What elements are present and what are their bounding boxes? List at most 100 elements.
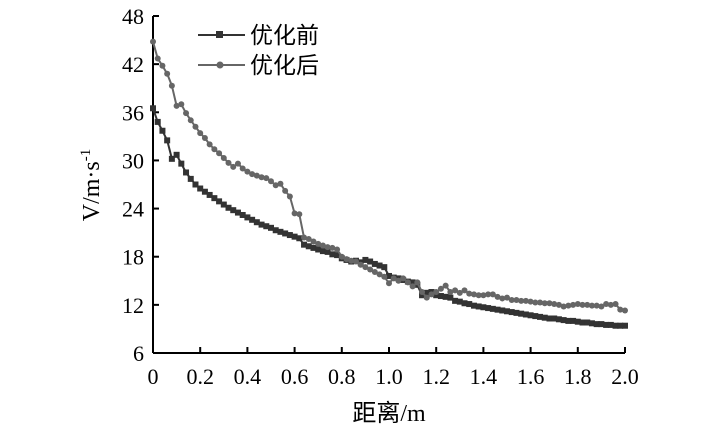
data-point <box>518 310 525 317</box>
data-point <box>183 110 190 117</box>
data-point <box>282 187 289 194</box>
data-point <box>183 169 190 176</box>
data-point <box>371 260 378 267</box>
data-point <box>234 160 241 167</box>
data-point <box>622 322 628 329</box>
data-point <box>362 264 369 271</box>
data-point <box>324 248 331 255</box>
data-point <box>168 82 175 89</box>
data-point <box>211 195 218 202</box>
data-point <box>485 291 492 298</box>
data-point <box>612 301 619 308</box>
data-point <box>286 193 293 200</box>
data-point <box>319 242 326 249</box>
data-point <box>230 207 237 214</box>
data-point <box>485 305 492 312</box>
x-tick-label: 0.8 <box>328 364 356 389</box>
legend-entry-series-1: 优化前 <box>198 23 319 49</box>
x-tick-label: 1.8 <box>564 364 592 389</box>
data-point <box>518 297 525 304</box>
data-point <box>367 258 374 265</box>
data-point <box>272 227 279 234</box>
x-tick-label: 0.6 <box>281 364 309 389</box>
data-point <box>437 293 444 300</box>
data-point <box>475 292 482 299</box>
data-point <box>607 301 614 308</box>
data-point <box>452 297 459 304</box>
data-point <box>352 258 359 265</box>
data-point <box>588 320 595 327</box>
x-ticks: 0 0.2 0.4 0.6 0.8 1.0 1.2 1.4 1.6 1.8 2.0 <box>148 347 639 389</box>
data-point <box>423 294 430 301</box>
data-point <box>499 295 506 302</box>
data-point <box>164 70 171 77</box>
data-point <box>560 303 567 310</box>
data-point <box>376 271 383 278</box>
data-point <box>197 130 204 137</box>
y-tick-label: 18 <box>122 245 144 270</box>
data-point <box>301 241 308 248</box>
data-point <box>593 321 600 328</box>
x-tick-label: 1.6 <box>517 364 545 389</box>
data-point <box>584 301 591 308</box>
data-point <box>296 235 303 242</box>
data-point <box>428 291 435 298</box>
data-point <box>532 313 539 320</box>
data-point <box>268 178 274 185</box>
data-point <box>234 209 241 216</box>
series-layer <box>150 38 628 329</box>
data-point <box>622 307 628 314</box>
data-point <box>343 256 350 263</box>
legend-marker-series-1 <box>216 31 223 38</box>
data-point <box>159 62 166 69</box>
data-point <box>216 150 223 157</box>
x-tick-label: 0 <box>148 364 159 389</box>
data-point <box>447 289 454 296</box>
data-point <box>579 301 586 308</box>
data-point <box>371 268 378 275</box>
data-point <box>178 160 185 167</box>
y-axis-title-sup: -1 <box>78 149 94 162</box>
data-point <box>277 228 284 235</box>
data-point <box>263 223 270 230</box>
data-point <box>249 171 256 178</box>
data-point <box>508 297 515 304</box>
data-point <box>386 280 392 287</box>
data-point <box>159 127 166 134</box>
data-point <box>612 322 619 329</box>
data-point <box>315 246 322 253</box>
x-tick-label: 2.0 <box>611 364 639 389</box>
data-point <box>263 175 270 182</box>
data-point <box>546 315 553 322</box>
x-axis-title: 距离/m <box>352 400 426 427</box>
data-point <box>173 151 180 158</box>
data-point <box>546 300 553 307</box>
data-point <box>404 279 411 286</box>
data-point <box>551 315 558 322</box>
x-tick-label: 1.2 <box>422 364 450 389</box>
data-point <box>301 234 308 241</box>
data-point <box>508 309 515 316</box>
data-point <box>499 307 506 314</box>
data-point <box>593 302 600 309</box>
data-point <box>565 302 572 309</box>
data-point <box>187 117 194 124</box>
data-point <box>494 293 501 300</box>
data-point <box>489 291 496 298</box>
data-point <box>357 261 364 268</box>
data-point <box>192 123 199 130</box>
data-point <box>381 264 388 271</box>
y-tick-label: 48 <box>122 4 144 29</box>
data-point <box>584 319 591 326</box>
data-point <box>598 303 605 310</box>
data-point <box>466 290 473 297</box>
data-point <box>178 101 185 108</box>
data-point <box>522 311 529 318</box>
data-point <box>603 301 610 308</box>
data-point <box>419 289 426 296</box>
y-tick-label: 42 <box>122 52 144 77</box>
data-point <box>225 204 232 211</box>
data-point <box>409 279 416 286</box>
data-point <box>390 275 397 282</box>
data-point <box>376 262 383 269</box>
